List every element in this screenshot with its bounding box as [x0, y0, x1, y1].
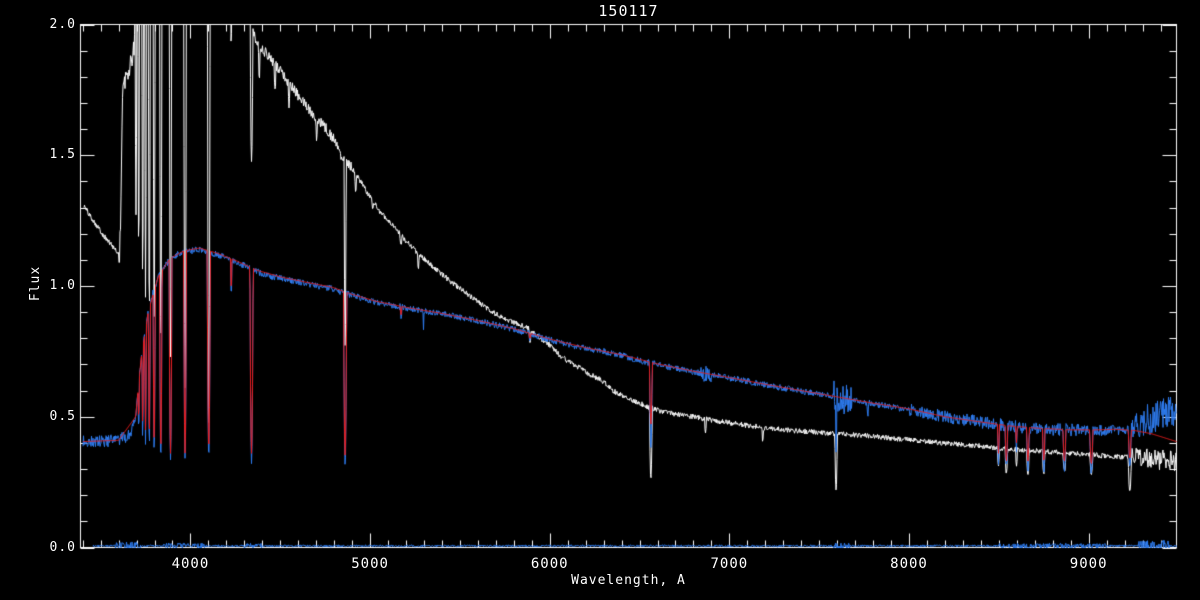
x-tick-label: 5000	[351, 556, 389, 572]
x-tick-label: 9000	[1069, 556, 1108, 572]
x-tick-label: 8000	[890, 556, 928, 572]
chart-title: 150117	[598, 2, 659, 20]
x-tick-label: 6000	[530, 556, 569, 572]
y-tick-label: 0.0	[49, 539, 76, 555]
x-axis-label: Wavelength, A	[571, 573, 686, 588]
x-tick-label: 4000	[171, 556, 210, 572]
y-tick-label: 0.5	[49, 408, 76, 424]
y-tick-label: 1.0	[49, 278, 76, 293]
x-tick-label: 7000	[710, 556, 749, 572]
y-tick-label: 2.0	[49, 16, 76, 32]
y-tick-label: 1.5	[49, 147, 76, 163]
